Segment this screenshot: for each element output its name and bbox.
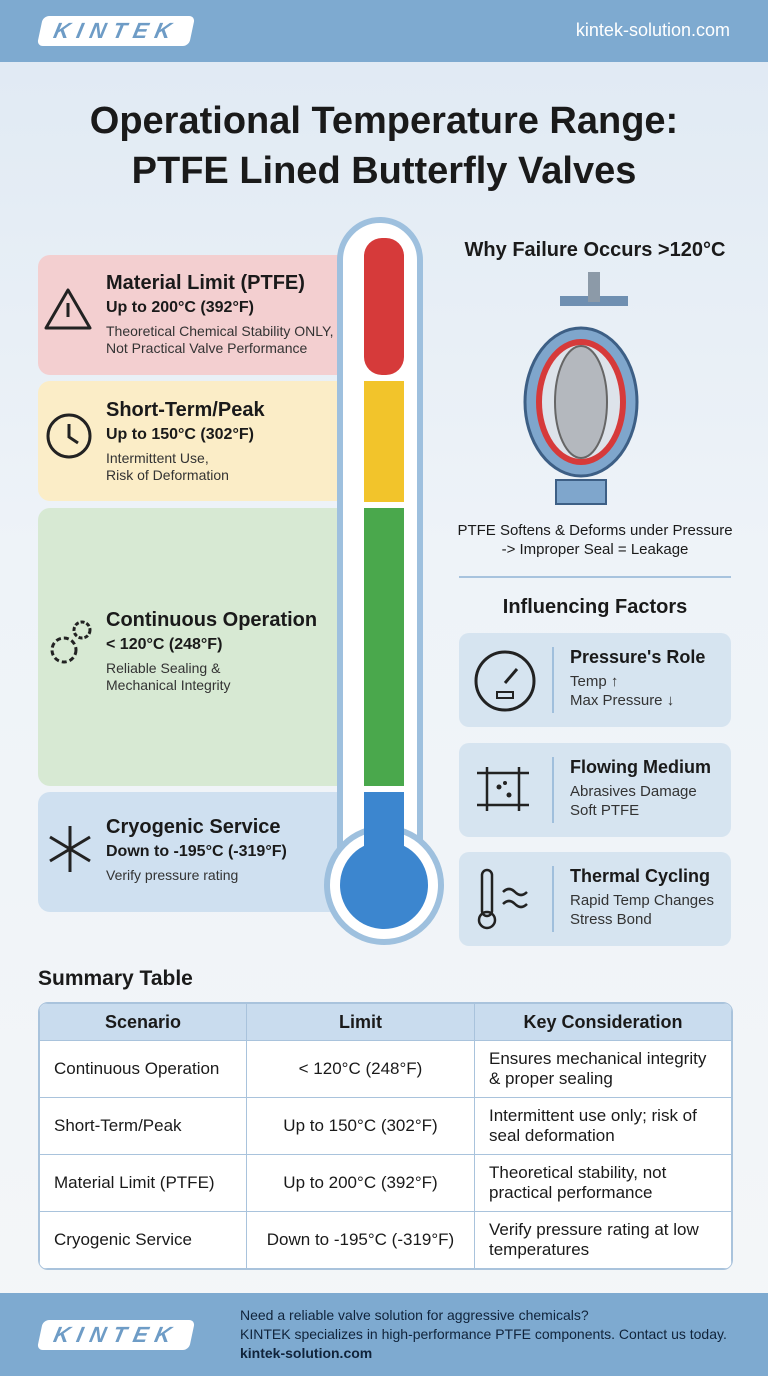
thermo-icon bbox=[477, 866, 554, 932]
table-cell: Theoretical stability, not practical per… bbox=[474, 1154, 732, 1212]
zone-note: Verify pressure rating bbox=[106, 867, 239, 883]
header-url: kintek-solution.com bbox=[575, 20, 730, 40]
zone-range: Up to 150°C (302°F) bbox=[106, 426, 254, 443]
factors-heading: Influencing Factors bbox=[502, 596, 688, 618]
title-line: PTFE Lined Butterfly Valves bbox=[131, 150, 637, 192]
bulb bbox=[340, 841, 428, 929]
failure-caption: PTFE Softens & Deforms under Pressure ->… bbox=[440, 521, 750, 559]
zone-range: Down to -195°C (-319°F) bbox=[106, 843, 287, 860]
footer-line: KINTEK specializes in high-performance P… bbox=[240, 1326, 727, 1342]
snow-icon bbox=[49, 826, 91, 872]
table-wrap: Scenario Limit Key Consideration Continuou… bbox=[38, 1002, 733, 1270]
table-cell: Cryogenic Service bbox=[39, 1211, 247, 1269]
caption-line: PTFE Softens & Deforms under Pressure bbox=[457, 522, 733, 539]
table-cell: Short-Term/Peak bbox=[39, 1097, 247, 1155]
table-cell: < 120°C (248°F) bbox=[246, 1040, 475, 1098]
zone-card bbox=[38, 255, 358, 375]
table-row: Cryogenic Service Down to -195°C (-319°F)… bbox=[39, 1211, 732, 1269]
zone-red bbox=[364, 238, 404, 375]
factor-title: Pressure's Role bbox=[570, 647, 706, 667]
footer-logo: KINTEK bbox=[36, 1320, 196, 1350]
zone-range: Up to 200°C (392°F) bbox=[106, 299, 254, 316]
zone: Cryogenic Service Down to -195°C (-319°F… bbox=[106, 816, 287, 883]
zone-yellow bbox=[364, 381, 404, 502]
clock-icon bbox=[67, 424, 79, 445]
table-title: Summary Table bbox=[38, 967, 193, 990]
factor-card: Flowing Medium Abrasives Damage Soft PTF… bbox=[459, 743, 731, 837]
table-cell: Up to 200°C (392°F) bbox=[246, 1154, 475, 1212]
footer-url: kintek-solution.com bbox=[240, 1345, 373, 1361]
table-cell: Down to -195°C (-319°F) bbox=[246, 1211, 475, 1269]
zone-note: Not Practical Valve Performance bbox=[106, 340, 308, 356]
gauge-icon bbox=[474, 647, 554, 713]
zone-green bbox=[364, 508, 404, 786]
zone-range: < 120°C (248°F) bbox=[106, 636, 223, 653]
clock-icon bbox=[46, 413, 92, 459]
gear-icon bbox=[50, 636, 78, 664]
factor-line: Soft PTFE bbox=[570, 802, 640, 819]
table-row: Continuous Operation < 120°C (248°F) Ensur… bbox=[39, 1040, 732, 1098]
factor-title: Flowing Medium bbox=[570, 757, 711, 777]
factor-line: Rapid Temp Changes bbox=[570, 892, 714, 909]
zone-name: Short-Term/Peak bbox=[106, 399, 265, 421]
header-cell: Limit bbox=[246, 1003, 475, 1041]
factor-line: Stress Bond bbox=[570, 911, 652, 928]
header-row: Scenario Limit Key Consideration bbox=[39, 1003, 732, 1041]
caption-line: -> Improper Seal = Leakage bbox=[501, 541, 689, 558]
footer-line: Need a reliable valve solution for aggre… bbox=[240, 1307, 589, 1323]
zone-note: Risk of Deformation bbox=[106, 467, 229, 483]
zone-name: Material Limit (PTFE) bbox=[106, 272, 305, 294]
title: Operational Temperature Range: PTFE Line… bbox=[0, 96, 768, 196]
zone-card bbox=[38, 792, 358, 912]
factor-line: Temp ↑ bbox=[570, 673, 619, 690]
zone-note: Theoretical Chemical Stability ONLY, bbox=[106, 323, 334, 339]
header-cell: Scenario bbox=[39, 1003, 247, 1041]
factor-card: Pressure's Role Temp ↑ Max Pressure ↓ bbox=[459, 633, 731, 727]
valve-base bbox=[555, 479, 607, 505]
zone: Continuous Operation < 120°C (248°F) Rel… bbox=[106, 609, 317, 693]
table-cell: Verify pressure rating at low temperatur… bbox=[474, 1211, 732, 1269]
valve-disc bbox=[554, 345, 608, 459]
warning-icon bbox=[44, 288, 92, 330]
header-cell: Key Consideration bbox=[474, 1003, 732, 1041]
footer-text: Need a reliable valve solution for aggre… bbox=[240, 1306, 727, 1363]
zone-card bbox=[38, 381, 358, 501]
gear-icon bbox=[72, 620, 92, 640]
zone-card bbox=[38, 508, 358, 786]
zone-note: Intermittent Use, bbox=[106, 450, 209, 466]
table-cell: Continuous Operation bbox=[39, 1040, 247, 1098]
table-cell: Up to 150°C (302°F) bbox=[246, 1097, 475, 1155]
zone: Short-Term/Peak Up to 150°C (302°F) Inte… bbox=[106, 399, 265, 483]
table-cell: Material Limit (PTFE) bbox=[39, 1154, 247, 1212]
zone-note: Reliable Sealing & bbox=[106, 660, 221, 676]
zone-name: Continuous Operation bbox=[106, 609, 318, 631]
title-line: Operational Temperature Range: bbox=[89, 100, 679, 142]
table-row: Material Limit (PTFE) Up to 200°C (392°F)… bbox=[39, 1154, 732, 1212]
table-cell: Intermittent use only; risk of seal defo… bbox=[474, 1097, 732, 1155]
zone: Material Limit (PTFE) Up to 200°C (392°F… bbox=[106, 272, 333, 356]
factor-title: Thermal Cycling bbox=[570, 866, 711, 886]
table-body: Continuous Operation < 120°C (248°F) Ensur… bbox=[39, 1040, 732, 1269]
factor-line: Abrasives Damage bbox=[570, 783, 697, 800]
pipe-icon bbox=[477, 757, 554, 823]
failure-heading: Why Failure Occurs >120°C bbox=[464, 239, 726, 261]
zone-name: Cryogenic Service bbox=[106, 816, 281, 838]
zone-note: Mechanical Integrity bbox=[106, 677, 231, 693]
table-cell: Ensures mechanical integrity & proper se… bbox=[474, 1040, 732, 1098]
summary-table: Scenario Limit Key Consideration Continuou… bbox=[39, 1003, 732, 1269]
factor-card: Thermal Cycling Rapid Temp Changes Stres… bbox=[459, 852, 731, 946]
table-row: Short-Term/Peak Up to 150°C (302°F) Interm… bbox=[39, 1097, 732, 1155]
valve-stem bbox=[588, 272, 600, 302]
factor-line: Max Pressure ↓ bbox=[570, 692, 675, 709]
graphics bbox=[44, 217, 731, 945]
